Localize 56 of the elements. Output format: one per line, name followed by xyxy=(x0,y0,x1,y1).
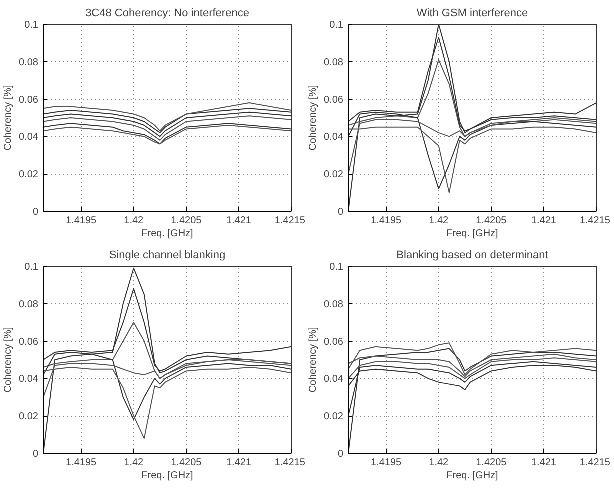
chart-title: With GSM interference xyxy=(416,8,528,20)
x-tick-label: 1.4205 xyxy=(171,216,202,226)
x-axis-title: Freq. [GHz] xyxy=(142,470,194,482)
y-tick-label: 0.08 xyxy=(324,57,344,68)
x-tick-label: 1.4215 xyxy=(580,458,611,468)
y-tick-label: 0 xyxy=(32,449,39,460)
x-tick-label: 1.4195 xyxy=(66,216,98,226)
x-axis-title: Freq. [GHz] xyxy=(446,228,499,240)
y-tick-label: 0.08 xyxy=(19,57,39,68)
x-tick-label: 1.4215 xyxy=(580,216,611,226)
y-tick-label: 0.08 xyxy=(324,299,344,310)
x-tick-label: 1.421 xyxy=(531,458,557,468)
y-tick-label: 0.1 xyxy=(24,20,39,31)
y-tick-label: 0 xyxy=(32,207,39,218)
y-tick-label: 0.1 xyxy=(330,20,344,31)
y-tick-label: 0.02 xyxy=(19,412,39,423)
chart-title: Single channel blanking xyxy=(109,250,226,262)
x-tick-label: 1.42 xyxy=(429,458,450,468)
x-tick-label: 1.42 xyxy=(124,458,144,468)
y-tick-label: 0.06 xyxy=(19,336,39,348)
x-tick-label: 1.421 xyxy=(226,458,252,468)
y-tick-label: 0.08 xyxy=(19,299,39,310)
chart-title: 3C48 Coherency: No interference xyxy=(86,8,250,20)
x-tick-label: 1.4205 xyxy=(476,458,508,468)
x-tick-label: 1.421 xyxy=(531,216,557,226)
y-tick-label: 0.04 xyxy=(19,374,39,386)
y-tick-label: 0.06 xyxy=(324,94,344,106)
x-tick-label: 1.4195 xyxy=(371,216,402,226)
y-tick-label: 0.06 xyxy=(324,336,344,348)
x-axis-title: Freq. [GHz] xyxy=(142,228,194,240)
y-tick-label: 0.04 xyxy=(324,132,344,144)
x-tick-label: 1.4195 xyxy=(371,458,402,468)
x-tick-label: 1.4215 xyxy=(274,458,306,468)
x-axis-title: Freq. [GHz] xyxy=(446,470,499,482)
x-tick-label: 1.4205 xyxy=(171,458,202,468)
y-tick-label: 0.04 xyxy=(324,374,344,386)
y-tick-label: 0.1 xyxy=(330,262,344,273)
x-tick-label: 1.42 xyxy=(124,216,144,226)
y-tick-label: 0.06 xyxy=(19,94,39,106)
chart-title: Blanking based on determinant xyxy=(396,250,548,262)
x-tick-label: 1.421 xyxy=(226,216,252,226)
x-tick-label: 1.42 xyxy=(429,216,450,226)
y-tick-label: 0.1 xyxy=(24,262,39,273)
y-axis-title: Coherency [%] xyxy=(308,326,320,393)
y-tick-label: 0.02 xyxy=(19,170,39,181)
y-axis-title: Coherency [%] xyxy=(308,84,320,151)
y-tick-label: 0 xyxy=(338,449,344,460)
x-tick-label: 1.4205 xyxy=(476,216,508,226)
y-tick-label: 0.04 xyxy=(19,132,39,144)
x-tick-label: 1.4215 xyxy=(274,216,306,226)
y-tick-label: 0 xyxy=(338,207,344,218)
y-tick-label: 0.02 xyxy=(324,170,344,181)
y-tick-label: 0.02 xyxy=(324,412,344,423)
x-tick-label: 1.4195 xyxy=(66,458,98,468)
y-axis-title: Coherency [%] xyxy=(3,84,14,151)
y-axis-title: Coherency [%] xyxy=(3,326,14,393)
